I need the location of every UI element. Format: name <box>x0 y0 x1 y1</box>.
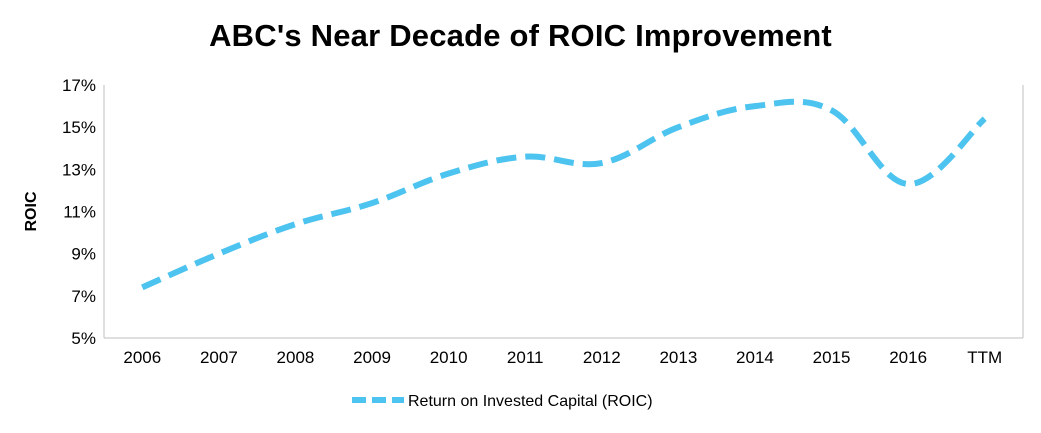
y-tick-label: 5% <box>71 329 96 348</box>
x-tick-label: 2012 <box>583 348 621 367</box>
legend-label: Return on Invested Capital (ROIC) <box>408 393 653 410</box>
x-tick-label: 2008 <box>277 348 315 367</box>
y-axis-ticks: 5% 7% 9% 11% 13% 15% 17% <box>62 76 96 348</box>
y-tick-label: 11% <box>63 203 96 222</box>
x-tick-label: 2006 <box>123 348 161 367</box>
y-axis-title: ROIC <box>23 191 40 231</box>
plot-frame <box>103 85 1024 339</box>
x-tick-label: 2007 <box>200 348 238 367</box>
series-layer <box>141 98 987 291</box>
x-axis-ticks: 2006 2007 2008 2009 2010 2011 2012 2013 2014 2015… <box>123 348 1002 367</box>
series-line <box>141 98 987 291</box>
y-tick-label: 13% <box>62 160 96 179</box>
y-tick-label: 15% <box>62 118 96 137</box>
y-tick-label: 17% <box>62 76 96 95</box>
x-tick-label: TTM <box>967 348 1002 367</box>
x-tick-label: 2009 <box>353 348 391 367</box>
chart-title: ABC's Near Decade of ROIC Improvement <box>209 18 832 53</box>
x-tick-label: 2010 <box>430 348 468 367</box>
x-tick-label: 2011 <box>507 348 544 367</box>
x-tick-label: 2013 <box>659 348 697 367</box>
x-tick-label: 2015 <box>813 348 851 367</box>
legend: Return on Invested Capital (ROIC) <box>352 393 653 410</box>
y-tick-label: 7% <box>71 287 96 306</box>
y-tick-label: 9% <box>71 245 96 264</box>
x-tick-label: 2014 <box>736 348 774 367</box>
x-tick-label: 2016 <box>889 348 927 367</box>
